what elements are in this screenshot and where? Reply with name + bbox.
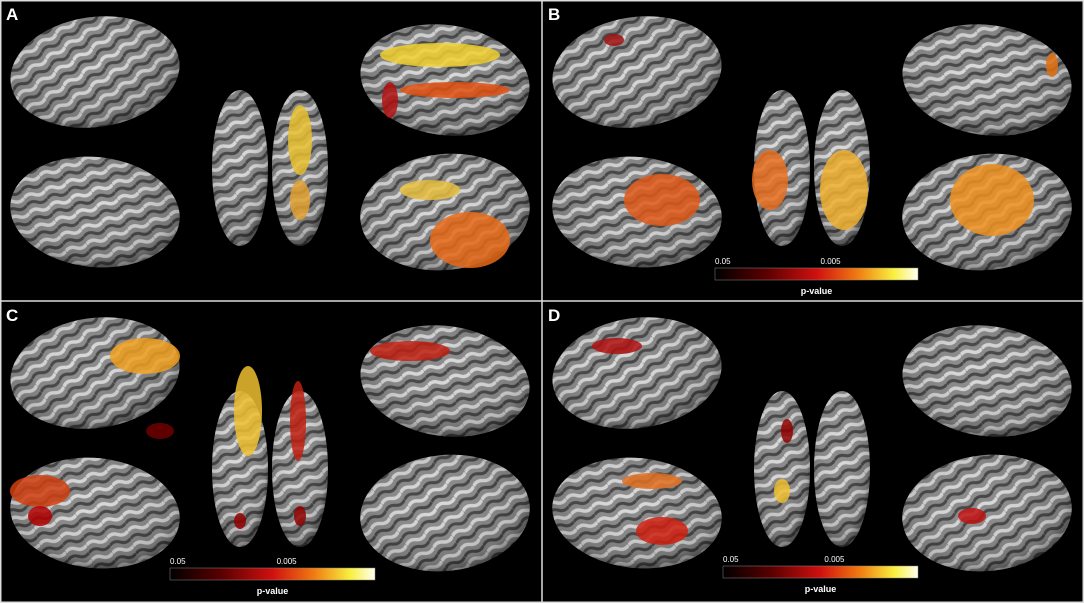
activation-blob: [950, 164, 1034, 236]
colorbar: 0.05 0.005 p-value: [714, 257, 919, 296]
panel: B 0.05 0.005 p-value: [548, 5, 1072, 296]
brain-shade: [552, 16, 722, 128]
panel: A: [6, 5, 530, 271]
activation-blob: [290, 180, 310, 220]
colorbar-min-label: 0.05: [170, 557, 186, 566]
colorbar-max-label: 0.005: [821, 257, 842, 266]
activation-blob: [10, 475, 70, 507]
brain-shade: [902, 24, 1072, 136]
activation-blob: [592, 338, 642, 354]
brain-shade: [272, 391, 328, 547]
activation-blob: [146, 423, 174, 439]
panel-label: D: [548, 306, 560, 325]
colorbar: 0.05 0.005 p-value: [722, 555, 919, 594]
activation-blob: [370, 341, 450, 361]
brain-shade: [10, 156, 180, 268]
brain-shade: [814, 391, 870, 547]
activation-blob: [234, 513, 246, 529]
colorbar-title: p-value: [257, 586, 289, 596]
activation-blob: [636, 517, 688, 545]
panel-label: C: [6, 306, 18, 325]
activation-blob: [774, 479, 790, 503]
colorbar-max-label: 0.005: [277, 557, 298, 566]
activation-blob: [622, 473, 682, 489]
colorbar: 0.05 0.005 p-value: [169, 557, 376, 596]
activation-blob: [781, 419, 793, 443]
panel: C 0.05 0.005 p-value: [6, 306, 530, 596]
activation-blob: [820, 150, 868, 230]
colorbar-gradient: [169, 567, 376, 581]
activation-blob: [290, 381, 306, 461]
brain-shade: [360, 454, 530, 572]
brain-shade: [902, 325, 1072, 437]
brain-shade: [754, 391, 810, 547]
activation-blob: [382, 82, 398, 118]
brain-shade: [212, 90, 268, 246]
activation-blob: [28, 506, 52, 526]
colorbar-max-label: 0.005: [824, 555, 845, 564]
colorbar-gradient: [714, 267, 919, 281]
colorbar-gradient: [722, 565, 919, 579]
activation-blob: [400, 180, 460, 200]
colorbar-min-label: 0.05: [715, 257, 731, 266]
activation-blob: [110, 338, 180, 374]
panel-label: A: [6, 5, 18, 24]
brain-shade: [902, 454, 1072, 572]
activation-blob: [400, 82, 510, 98]
activation-blob: [958, 508, 986, 524]
colorbar-title: p-value: [805, 584, 837, 594]
brain-shade: [10, 16, 180, 128]
activation-blob: [234, 366, 262, 456]
activation-blob: [380, 43, 500, 67]
activation-blob: [294, 506, 306, 526]
activation-blob: [288, 105, 312, 175]
colorbar-min-label: 0.05: [723, 555, 739, 564]
activation-blob: [624, 174, 700, 226]
activation-blob: [1046, 53, 1058, 77]
colorbar-title: p-value: [801, 286, 833, 296]
panel-label: B: [548, 5, 560, 24]
panel: D 0.05 0.005 p-value: [548, 306, 1072, 594]
activation-blob: [752, 150, 788, 210]
activation-blob: [430, 212, 510, 268]
activation-blob: [604, 34, 624, 46]
